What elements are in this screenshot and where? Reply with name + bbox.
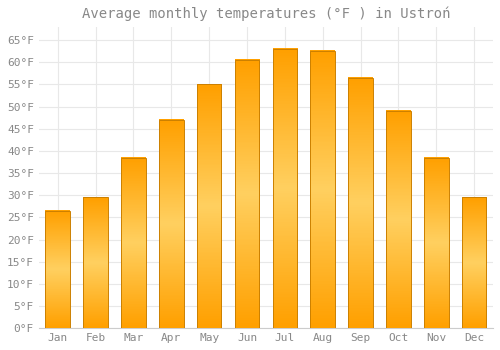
- Bar: [197, 84, 222, 328]
- Bar: [159, 120, 184, 328]
- Bar: [424, 158, 448, 328]
- Bar: [84, 197, 108, 328]
- Bar: [234, 60, 260, 328]
- Bar: [272, 49, 297, 328]
- Bar: [310, 51, 335, 328]
- Bar: [46, 211, 70, 328]
- Bar: [462, 197, 486, 328]
- Bar: [348, 78, 373, 328]
- Bar: [386, 111, 410, 328]
- Title: Average monthly temperatures (°F ) in Ustroń: Average monthly temperatures (°F ) in Us…: [82, 7, 450, 21]
- Bar: [121, 158, 146, 328]
